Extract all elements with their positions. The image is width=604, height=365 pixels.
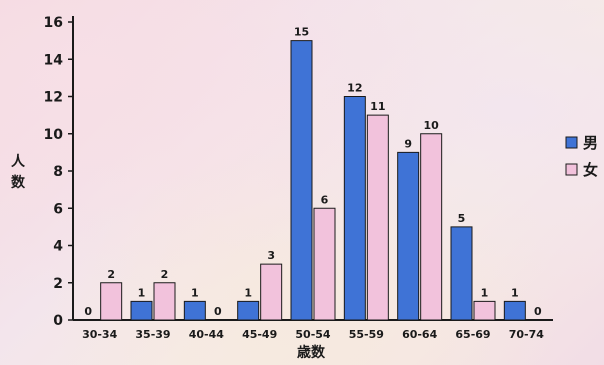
x-tick-label: 30-34 [82, 328, 118, 341]
bar-male [130, 300, 153, 321]
x-axis-label: 歳数 [297, 344, 326, 361]
bar-male [237, 300, 260, 321]
y-tick-label: 4 [53, 239, 63, 255]
x-tick-label: 65-69 [455, 328, 490, 341]
x-tick-label: 35-39 [135, 328, 170, 341]
y-tick-label: 6 [53, 201, 63, 217]
data-label: 15 [294, 26, 309, 39]
legend-label: 男 [583, 134, 598, 152]
y-tick-label: 12 [44, 90, 63, 106]
data-label: 1 [511, 286, 519, 299]
data-label: 9 [404, 137, 412, 150]
data-label: 2 [161, 268, 169, 281]
bar-female [153, 282, 176, 321]
legend-swatch [565, 163, 578, 176]
x-tick-label: 50-54 [295, 328, 331, 341]
data-label: 1 [191, 286, 199, 299]
bars [100, 40, 526, 321]
data-label: 1 [481, 286, 489, 299]
bar-male [183, 300, 206, 321]
y-tick-label: 2 [53, 276, 63, 292]
data-label: 2 [107, 268, 115, 281]
bar-male [503, 300, 526, 321]
y-tick-label: 10 [44, 127, 64, 143]
y-tick-label: 14 [44, 52, 64, 68]
bar-male [397, 151, 420, 321]
data-label: 6 [321, 193, 329, 206]
bar-female [473, 300, 496, 321]
legend-label: 女 [583, 161, 598, 179]
data-label: 5 [458, 212, 466, 225]
data-label: 12 [347, 82, 362, 95]
bar-female [260, 263, 283, 321]
bar-female [100, 282, 123, 321]
x-tick-label: 60-64 [402, 328, 438, 341]
data-label: 3 [267, 249, 275, 262]
y-axis-label-top: 人 [11, 153, 26, 170]
x-tick-label: 40-44 [189, 328, 225, 341]
data-label: 1 [138, 286, 146, 299]
x-tick-label: 55-59 [349, 328, 384, 341]
bar-male [450, 226, 473, 321]
bar-male [343, 96, 366, 321]
bar-male [290, 40, 313, 321]
x-tick-label: 70-74 [509, 328, 545, 341]
y-tick-label: 8 [53, 164, 63, 180]
legend-swatch [565, 136, 578, 149]
axis-titles: 人 数 歳数 [11, 153, 326, 361]
y-tick-label: 16 [44, 15, 63, 31]
data-label: 0 [84, 305, 92, 318]
y-tick-label: 0 [53, 313, 63, 329]
y-axis-label-bottom: 数 [11, 174, 26, 191]
data-label: 1 [244, 286, 252, 299]
data-label: 0 [214, 305, 222, 318]
data-label: 11 [370, 100, 385, 113]
y-axis: 0 2 4 6 8 10 12 14 16 [44, 15, 74, 329]
x-tick-label: 45-49 [242, 328, 277, 341]
bar-female [313, 207, 336, 321]
data-label: 10 [424, 119, 440, 132]
data-label: 0 [534, 305, 542, 318]
legend: 男女 [565, 134, 598, 179]
x-axis: 30-34 35-39 40-44 45-49 50-54 55-59 60-64 65-69… [73, 319, 553, 341]
bar-female [366, 114, 389, 321]
bar-female [420, 133, 443, 321]
